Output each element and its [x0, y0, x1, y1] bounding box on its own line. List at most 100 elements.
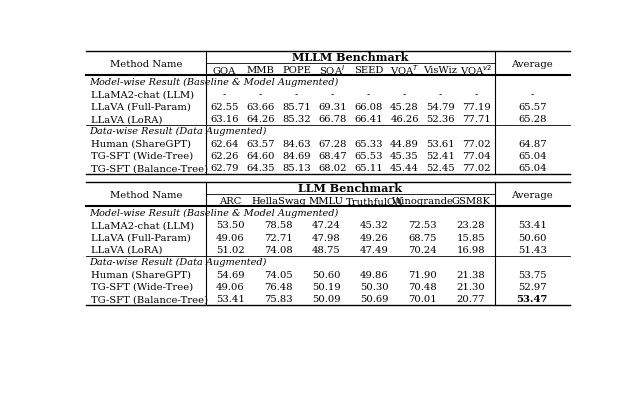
Text: TG-SFT (Wide-Tree): TG-SFT (Wide-Tree)	[91, 282, 193, 291]
Text: 77.02: 77.02	[462, 139, 491, 148]
Text: -: -	[295, 90, 298, 99]
Text: Human (ShareGPT): Human (ShareGPT)	[91, 270, 191, 279]
Text: 50.60: 50.60	[518, 233, 547, 242]
Text: -: -	[439, 90, 442, 99]
Text: 70.48: 70.48	[408, 282, 437, 291]
Text: Model-wise Result (Baseline & Model Augmented): Model-wise Result (Baseline & Model Augm…	[90, 209, 339, 217]
Text: 75.83: 75.83	[264, 294, 292, 303]
Text: TG-SFT (Balance-Tree): TG-SFT (Balance-Tree)	[91, 294, 208, 303]
Text: 49.06: 49.06	[216, 233, 244, 242]
Text: 67.28: 67.28	[318, 139, 347, 148]
Text: 72.71: 72.71	[264, 233, 292, 242]
Text: VisWiz: VisWiz	[424, 66, 458, 75]
Text: -: -	[259, 90, 262, 99]
Text: Data-wise Result (Data Augmented): Data-wise Result (Data Augmented)	[90, 258, 267, 266]
Text: 50.60: 50.60	[312, 270, 340, 279]
Text: SQA$^I$: SQA$^I$	[319, 63, 346, 77]
Text: 77.71: 77.71	[462, 115, 491, 124]
Text: 66.78: 66.78	[318, 115, 347, 124]
Text: -: -	[367, 90, 370, 99]
Text: 65.57: 65.57	[518, 102, 547, 111]
Text: 65.11: 65.11	[354, 164, 383, 173]
Text: 64.87: 64.87	[518, 139, 547, 148]
Text: SEED: SEED	[354, 66, 383, 75]
Text: 66.41: 66.41	[354, 115, 383, 124]
Text: 62.26: 62.26	[210, 151, 239, 161]
Text: 68.02: 68.02	[318, 164, 347, 173]
Text: 64.60: 64.60	[246, 151, 275, 161]
Text: 63.16: 63.16	[210, 115, 239, 124]
Text: LLaVA (LoRA): LLaVA (LoRA)	[91, 115, 163, 124]
Text: 49.86: 49.86	[360, 270, 389, 279]
Text: LLM Benchmark: LLM Benchmark	[298, 183, 403, 194]
Text: 52.36: 52.36	[426, 115, 455, 124]
Text: Method Name: Method Name	[110, 190, 182, 199]
Text: 64.26: 64.26	[246, 115, 275, 124]
Text: 63.57: 63.57	[246, 139, 275, 148]
Text: 52.45: 52.45	[426, 164, 455, 173]
Text: 50.19: 50.19	[312, 282, 341, 291]
Text: 54.79: 54.79	[426, 102, 455, 111]
Text: HellaSwag: HellaSwag	[251, 196, 306, 205]
Text: 46.26: 46.26	[390, 115, 419, 124]
Text: 68.75: 68.75	[408, 233, 437, 242]
Text: 84.63: 84.63	[282, 139, 311, 148]
Text: 45.28: 45.28	[390, 102, 419, 111]
Text: -: -	[331, 90, 334, 99]
Text: TG-SFT (Wide-Tree): TG-SFT (Wide-Tree)	[91, 151, 193, 161]
Text: 53.50: 53.50	[216, 221, 244, 230]
Text: 49.26: 49.26	[360, 233, 389, 242]
Text: -: -	[403, 90, 406, 99]
Text: 65.28: 65.28	[518, 115, 547, 124]
Text: TruthfulQA: TruthfulQA	[346, 196, 403, 205]
Text: LLaMA2-chat (LLM): LLaMA2-chat (LLM)	[91, 90, 194, 99]
Text: -: -	[531, 90, 534, 99]
Text: 51.43: 51.43	[518, 245, 547, 254]
Text: 62.55: 62.55	[210, 102, 239, 111]
Text: 45.35: 45.35	[390, 151, 419, 161]
Text: 53.47: 53.47	[516, 294, 548, 303]
Text: MMLU: MMLU	[309, 196, 344, 205]
Text: 77.02: 77.02	[462, 164, 491, 173]
Text: 70.01: 70.01	[408, 294, 437, 303]
Text: Data-wise Result (Data Augmented): Data-wise Result (Data Augmented)	[90, 127, 267, 136]
Text: 49.06: 49.06	[216, 282, 244, 291]
Text: MMB: MMB	[246, 66, 275, 75]
Text: Human (ShareGPT): Human (ShareGPT)	[91, 139, 191, 148]
Text: 68.47: 68.47	[318, 151, 347, 161]
Text: Winogrande: Winogrande	[392, 196, 454, 205]
Text: POPE: POPE	[282, 66, 311, 75]
Text: 45.32: 45.32	[360, 221, 389, 230]
Text: LLaVA (Full-Param): LLaVA (Full-Param)	[91, 233, 191, 242]
Text: 21.38: 21.38	[456, 270, 485, 279]
Text: GSM8K: GSM8K	[451, 196, 490, 205]
Text: Average: Average	[511, 190, 553, 199]
Text: 47.24: 47.24	[312, 221, 341, 230]
Text: 63.66: 63.66	[246, 102, 275, 111]
Text: 64.35: 64.35	[246, 164, 275, 173]
Text: 52.97: 52.97	[518, 282, 547, 291]
Text: Model-wise Result (Baseline & Model Augmented): Model-wise Result (Baseline & Model Augm…	[90, 78, 339, 87]
Text: -: -	[223, 90, 226, 99]
Text: -: -	[475, 90, 478, 99]
Text: 85.13: 85.13	[282, 164, 311, 173]
Text: 48.75: 48.75	[312, 245, 341, 254]
Text: 84.69: 84.69	[282, 151, 311, 161]
Text: 51.02: 51.02	[216, 245, 244, 254]
Text: 45.44: 45.44	[390, 164, 419, 173]
Text: 50.69: 50.69	[360, 294, 388, 303]
Text: TG-SFT (Balance-Tree): TG-SFT (Balance-Tree)	[91, 164, 208, 173]
Text: 65.04: 65.04	[518, 151, 547, 161]
Text: 53.41: 53.41	[216, 294, 244, 303]
Text: 53.61: 53.61	[426, 139, 455, 148]
Text: 23.28: 23.28	[456, 221, 485, 230]
Text: 65.53: 65.53	[355, 151, 383, 161]
Text: 76.48: 76.48	[264, 282, 292, 291]
Text: 74.08: 74.08	[264, 245, 292, 254]
Text: 21.30: 21.30	[456, 282, 485, 291]
Text: 85.32: 85.32	[282, 115, 311, 124]
Text: VQA$^{v2}$: VQA$^{v2}$	[460, 63, 493, 77]
Text: 54.69: 54.69	[216, 270, 244, 279]
Text: 71.90: 71.90	[408, 270, 437, 279]
Text: 66.08: 66.08	[355, 102, 383, 111]
